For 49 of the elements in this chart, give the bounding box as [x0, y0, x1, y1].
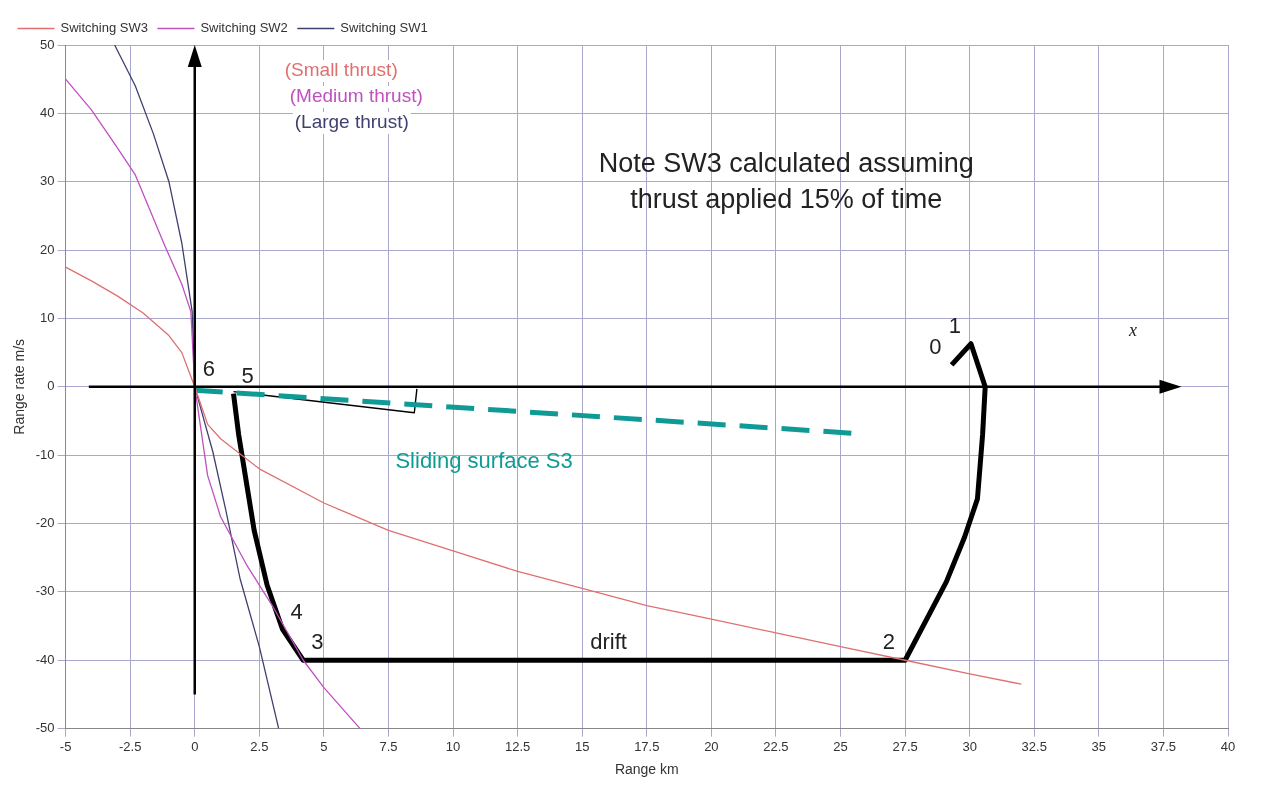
annotation: drift — [590, 629, 627, 655]
annotation: 1 — [948, 312, 961, 338]
annotation: Sliding surface S3 — [395, 447, 573, 473]
annotation: 4 — [290, 598, 303, 624]
x-tick-label: 40 — [1220, 738, 1236, 754]
x-tick-label: 25 — [833, 738, 848, 754]
y-tick-label: -10 — [35, 446, 55, 462]
legend-label: Switching SW3 — [60, 20, 148, 36]
y-tick-label: 30 — [40, 173, 55, 189]
y-tick-label: 10 — [40, 310, 55, 326]
y-tick-label: -50 — [35, 720, 55, 736]
x-tick-label: 0 — [191, 738, 199, 754]
x-tick-label: 32.5 — [1021, 738, 1047, 754]
y-tick-label: -40 — [35, 651, 55, 667]
x-tick-label: 27.5 — [892, 738, 918, 754]
legend-label: Switching SW2 — [200, 20, 288, 36]
annotation: x — [1128, 319, 1137, 340]
y-tick-label: 40 — [40, 104, 55, 120]
legend-label: Switching SW1 — [340, 20, 428, 36]
annotation: 6 — [202, 355, 215, 381]
annotation: 2 — [882, 629, 896, 655]
y-tick-label: -30 — [35, 583, 55, 599]
y-tick-label: 0 — [47, 378, 55, 394]
x-tick-label: 35 — [1091, 738, 1107, 754]
x-tick-label: -2.5 — [118, 738, 142, 754]
x-tick-label: 2.5 — [250, 738, 269, 754]
x-tick-label: 37.5 — [1150, 738, 1177, 754]
x-tick-label: 7.5 — [379, 738, 398, 754]
x-tick-label: 30 — [962, 738, 977, 754]
x-tick-label: 15 — [574, 738, 590, 754]
x-tick-label: 22.5 — [763, 738, 789, 754]
x-tick-label: 12.5 — [504, 738, 531, 754]
annotation: Note SW3 calculated assuming thrust applied 15% of time — [598, 148, 974, 215]
annotation: (Medium thrust) — [289, 85, 423, 107]
x-tick-label: 20 — [704, 738, 719, 754]
annotation: 3 — [311, 629, 324, 655]
annotation: (Large thrust) — [294, 111, 409, 133]
x-tick-label: 5 — [320, 738, 328, 754]
annotation: 0 — [929, 333, 942, 359]
y-tick-label: 50 — [40, 36, 55, 52]
x-tick-label: 17.5 — [634, 738, 660, 754]
x-axis-title: Range km — [614, 761, 679, 778]
y-tick-label: -20 — [35, 515, 55, 531]
x-tick-label: -5 — [59, 738, 72, 754]
annotation: (Small thrust) — [284, 59, 398, 81]
y-axis-title: Range rate m/s — [11, 338, 28, 435]
x-tick-label: 10 — [445, 738, 461, 754]
y-tick-label: 20 — [40, 241, 55, 257]
annotation: 5 — [241, 362, 254, 388]
